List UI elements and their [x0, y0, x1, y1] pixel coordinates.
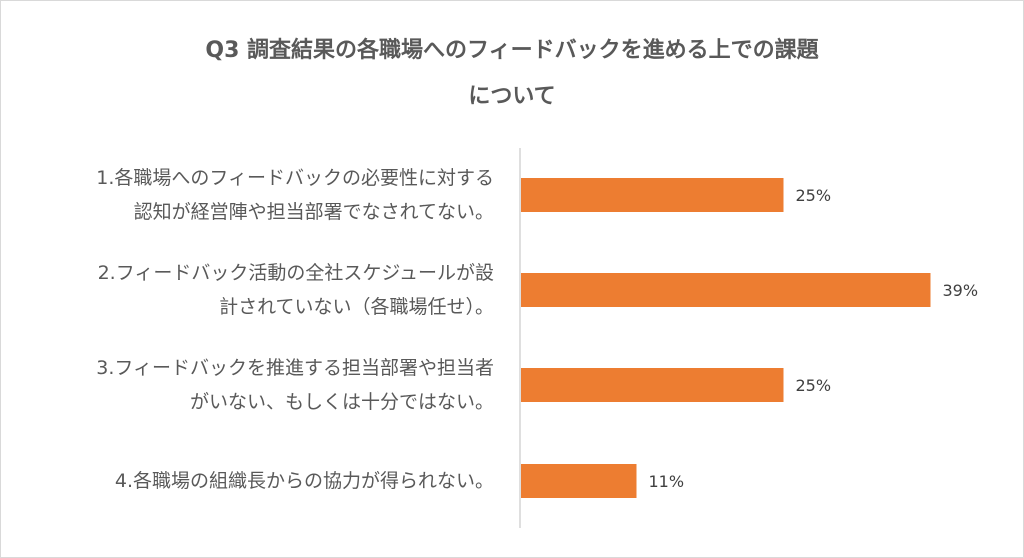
- category-label-2: 2.フィードバック活動の全社スケジュールが設 計されていない（各職場任せ）。: [97, 262, 494, 318]
- bar-3: [521, 368, 784, 402]
- value-label-4: 11%: [649, 472, 685, 491]
- value-label-1: 25%: [796, 186, 832, 205]
- chart-title: Q3 調査結果の各職場へのフィードバックを進める上での課題 について: [205, 38, 819, 109]
- category-label-1: 1.各職場へのフィードバックの必要性に対する 認知が経営陣や担当部署でなされてな…: [96, 167, 494, 223]
- value-label-3: 25%: [796, 376, 832, 395]
- bar-1: [521, 178, 784, 212]
- value-label-2: 39%: [943, 281, 979, 300]
- category-label-4: 4.各職場の組織長からの協力が得られない。: [114, 470, 494, 492]
- bar-2: [521, 273, 931, 307]
- bar-4: [521, 464, 637, 498]
- category-label-3: 3.フィードバックを推進する担当部署や担当者 がいない、もしくは十分ではない。: [96, 357, 494, 413]
